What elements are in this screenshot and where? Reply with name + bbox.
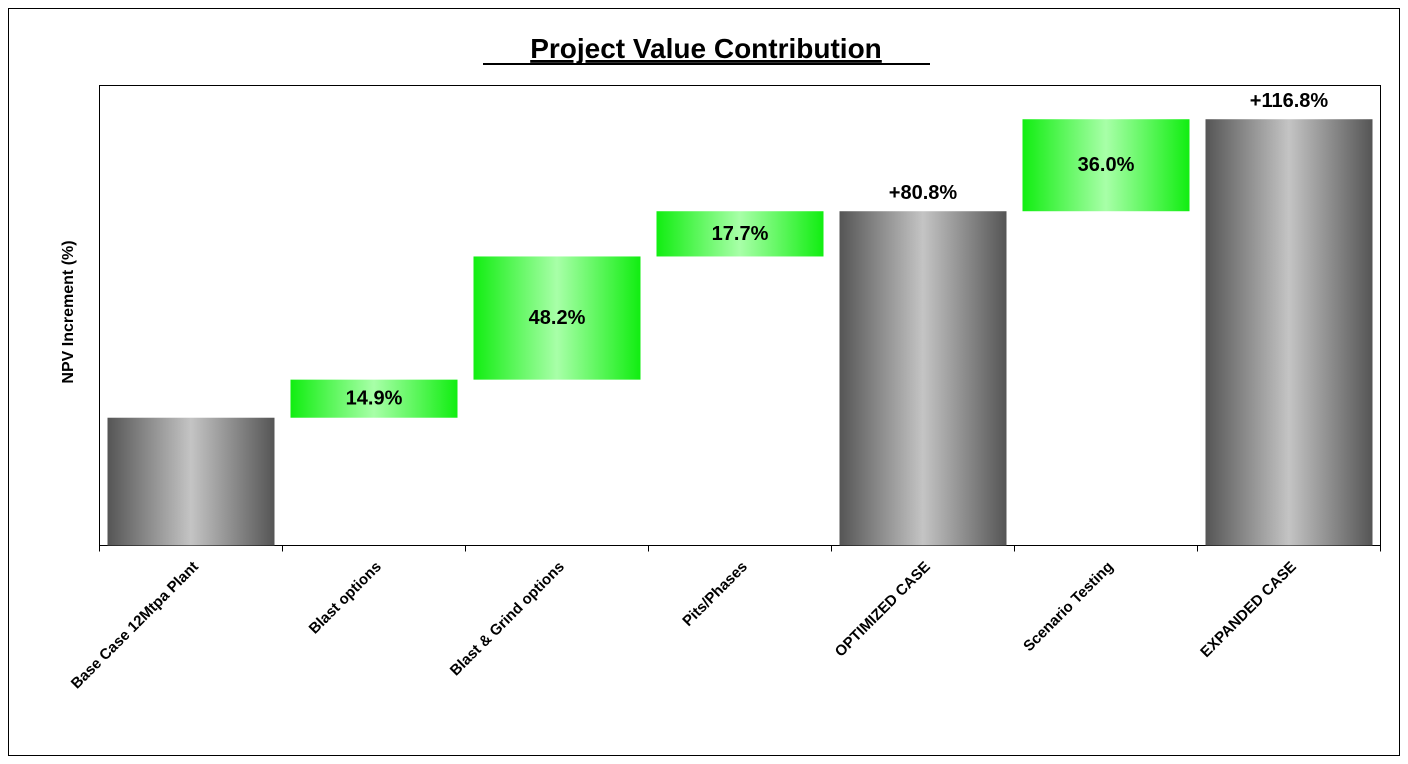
plot-area [99,85,1381,546]
y-axis-label: NPV Increment (%) [60,240,77,383]
increment-bar [656,211,824,257]
total-bar [839,211,1007,546]
data-label: +80.8% [889,182,958,204]
data-label: +116.8% [1250,90,1329,112]
increment-bar [290,379,458,418]
total-bar [107,417,275,546]
increment-bar [473,256,641,380]
data-label: 36.0% [1078,154,1135,176]
increment-bar [1022,119,1190,212]
data-label: 17.7% [712,223,769,245]
chart-border [8,8,1400,756]
total-bar [1205,119,1373,546]
chart-title: Project Value Contribution [530,33,882,64]
data-label: 48.2% [529,307,586,329]
data-label: 14.9% [346,388,403,410]
